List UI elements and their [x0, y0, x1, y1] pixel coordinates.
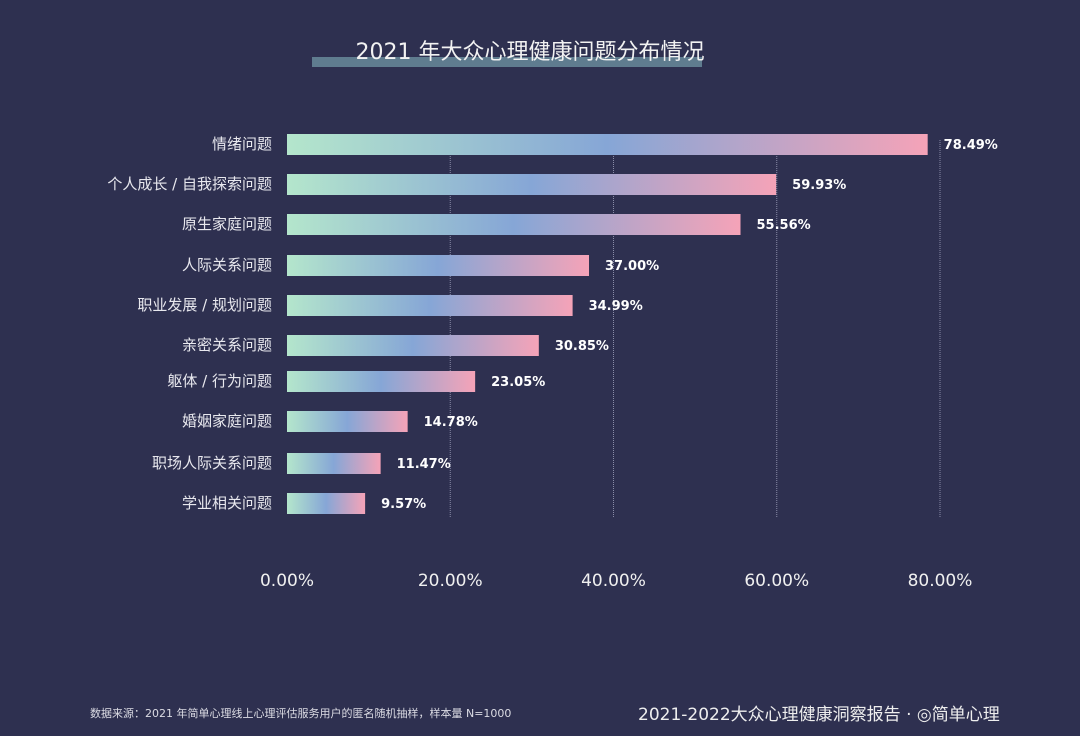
bar — [287, 411, 408, 432]
x-tick-label: 80.00% — [908, 571, 973, 591]
x-tick-label: 40.00% — [581, 571, 646, 591]
chart-title: 2021 年大众心理健康问题分布情况 — [355, 40, 705, 65]
data-label: 23.05% — [491, 375, 545, 390]
data-label: 37.00% — [605, 259, 659, 274]
category-label: 亲密关系问题 — [182, 336, 272, 354]
bar — [287, 493, 366, 514]
bar — [287, 255, 590, 276]
data-label: 14.78% — [424, 415, 478, 430]
category-label: 原生家庭问题 — [182, 215, 272, 233]
bar — [287, 371, 476, 392]
bar — [287, 335, 539, 356]
data-label: 55.56% — [757, 218, 811, 233]
title-underline — [312, 57, 702, 67]
data-label: 11.47% — [397, 457, 451, 472]
data-label: 59.93% — [792, 178, 846, 193]
data-label: 9.57% — [381, 497, 426, 512]
report-credit: 2021-2022大众心理健康洞察报告 · ◎简单心理 — [638, 705, 1000, 725]
bar — [287, 134, 928, 155]
bar — [287, 214, 741, 235]
category-label: 人际关系问题 — [182, 256, 272, 274]
category-label: 躯体 / 行为问题 — [167, 372, 272, 390]
category-label: 婚姻家庭问题 — [182, 412, 272, 430]
data-label: 30.85% — [555, 339, 609, 354]
x-tick-label: 0.00% — [260, 571, 314, 591]
x-tick-label: 20.00% — [418, 571, 483, 591]
category-label: 情绪问题 — [212, 135, 272, 153]
category-label: 个人成长 / 自我探索问题 — [107, 175, 272, 193]
bar — [287, 295, 573, 316]
category-label: 学业相关问题 — [182, 494, 272, 512]
bar — [287, 453, 381, 474]
bar — [287, 174, 777, 195]
data-label: 34.99% — [589, 299, 643, 314]
category-label: 职场人际关系问题 — [152, 454, 272, 472]
category-label: 职业发展 / 规划问题 — [137, 296, 272, 314]
x-tick-label: 60.00% — [744, 571, 809, 591]
data-label: 78.49% — [944, 138, 998, 153]
data-source: 数据来源：2021 年简单心理线上心理评估服务用户的匿名随机抽样，样本量 N=1… — [90, 707, 512, 720]
